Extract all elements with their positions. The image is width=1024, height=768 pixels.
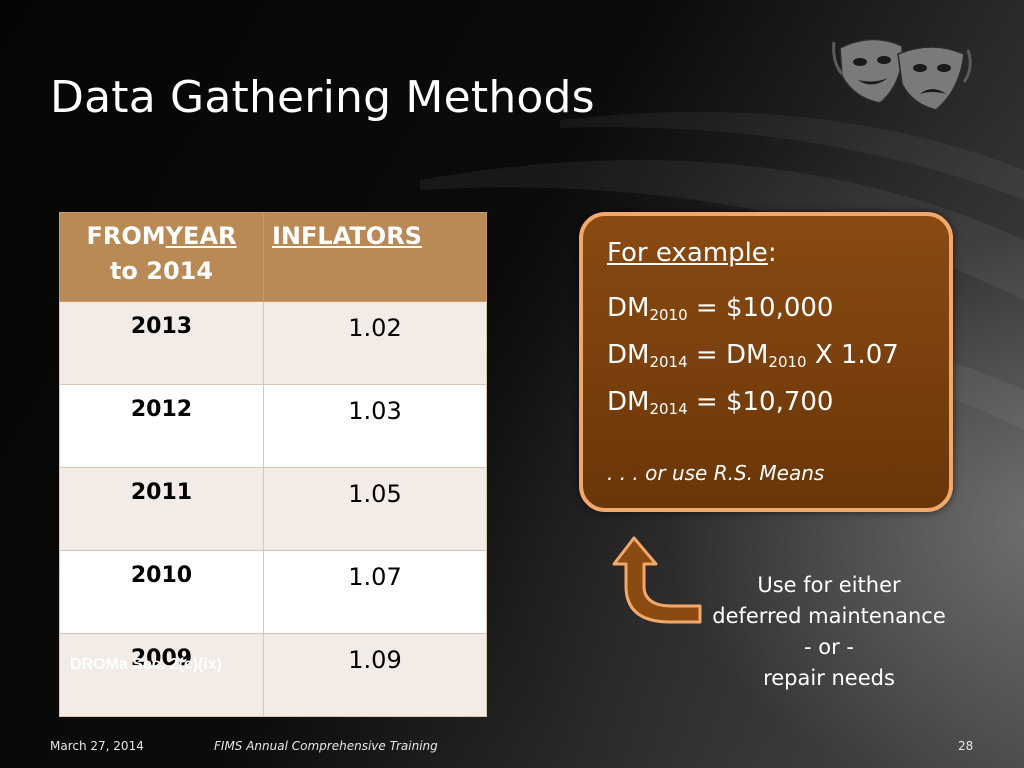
- dm-label: DM: [607, 293, 650, 323]
- inflators-table: FROMYEAR to 2014 INFLATORS 2013 1.02 201…: [59, 212, 487, 717]
- year-cell: 2011: [59, 467, 264, 551]
- dm-subscript: 2010: [768, 353, 807, 371]
- inflator-cell: 1.07: [263, 550, 487, 634]
- dm-label: DM: [607, 387, 650, 417]
- table-row: 2013 1.02: [59, 301, 487, 385]
- inflator-cell: 1.03: [263, 384, 487, 468]
- header-inflators-label: INFLATORS: [272, 222, 422, 250]
- example-callout-box: For example: DM2010 = $10,000 DM2014 = D…: [579, 212, 953, 512]
- year-cell: 2013: [59, 301, 264, 385]
- example-line-1-value: = $10,000: [687, 293, 834, 323]
- theater-masks-icon: [832, 38, 972, 111]
- year-cell: 2009: [59, 633, 264, 717]
- dm-subscript: 2014: [649, 353, 688, 371]
- example-line-3: DM2014 = $10,700: [607, 382, 925, 429]
- usage-line-3: - or -: [804, 635, 854, 659]
- header-from-label: FROM: [86, 222, 166, 250]
- inflator-cell: 1.09: [263, 633, 487, 717]
- example-heading-text: For example: [607, 238, 768, 268]
- dm-subscript: 2014: [649, 400, 688, 418]
- example-line-2-value: X 1.07: [806, 340, 899, 370]
- footer-date: March 27, 2014: [50, 739, 144, 753]
- footer-title: FIMS Annual Comprehensive Training: [214, 739, 438, 753]
- header-inflators: INFLATORS: [263, 212, 487, 302]
- header-to-label: to 2014: [109, 256, 214, 285]
- table-header-row: FROMYEAR to 2014 INFLATORS: [59, 212, 487, 302]
- inflator-cell: 1.05: [263, 467, 487, 551]
- usage-line-1: Use for either: [757, 573, 901, 597]
- inflator-cell: 1.02: [263, 301, 487, 385]
- slide-title: Data Gathering Methods: [50, 72, 595, 123]
- usage-note: Use for either deferred maintenance - or…: [704, 570, 954, 694]
- header-from-year: FROMYEAR to 2014: [59, 212, 264, 302]
- example-heading: For example:: [607, 238, 925, 268]
- year-cell: 2010: [59, 550, 264, 634]
- dm-subscript: 2010: [649, 306, 688, 324]
- dm-label: DM: [607, 340, 650, 370]
- page-number: 28: [958, 739, 974, 753]
- usage-line-2: deferred maintenance: [712, 604, 946, 628]
- table-row: 2009 1.09: [59, 633, 487, 717]
- example-heading-colon: :: [767, 238, 777, 268]
- curved-up-arrow-icon: [612, 536, 702, 624]
- header-year-label: YEAR: [165, 222, 237, 250]
- example-line-1: DM2010 = $10,000: [607, 288, 925, 335]
- table-row: 2011 1.05: [59, 467, 487, 551]
- year-cell: 2012: [59, 384, 264, 468]
- table-row: 2012 1.03: [59, 384, 487, 468]
- source-citation: DROMa Sec. 2(c)(ix): [70, 656, 223, 673]
- usage-line-4: repair needs: [763, 666, 895, 690]
- table-row: 2010 1.07: [59, 550, 487, 634]
- example-line-2-mid: = DM: [687, 340, 769, 370]
- example-line-2: DM2014 = DM2010 X 1.07: [607, 335, 925, 382]
- example-line-3-value: = $10,700: [687, 387, 834, 417]
- example-note: . . . or use R.S. Means: [607, 461, 825, 485]
